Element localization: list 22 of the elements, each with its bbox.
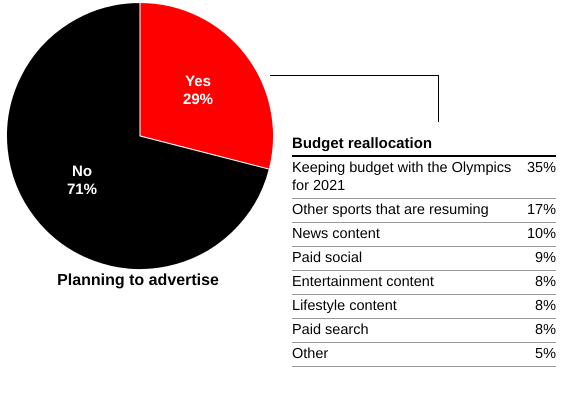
text: 5%	[535, 346, 556, 362]
text: Planning to advertise	[56, 272, 220, 290]
text: Budget reallocation	[292, 133, 556, 157]
category-label: Other sports that are resuming	[292, 198, 514, 222]
category-label: Entertainment content	[292, 270, 514, 294]
data-label: 29%	[183, 91, 214, 108]
text: 8%	[535, 322, 556, 338]
text: 8%	[535, 298, 556, 314]
slice-label: Yes	[185, 73, 211, 90]
category-label: Paid social	[292, 246, 514, 270]
category-label: Other	[292, 342, 514, 366]
data-label: 71%	[66, 181, 97, 198]
text: 10%	[526, 226, 556, 242]
category-label: Paid search	[292, 318, 514, 342]
category-label: Lifestyle content	[292, 294, 514, 318]
text: 8%	[535, 274, 556, 290]
text: 17%	[526, 202, 556, 218]
category-label: News content	[292, 222, 514, 246]
text: 9%	[535, 250, 556, 266]
category-label: Keeping budget with the Olympics for 2021	[292, 157, 514, 198]
slice-label: No	[72, 163, 92, 180]
text: 35%	[526, 160, 556, 176]
